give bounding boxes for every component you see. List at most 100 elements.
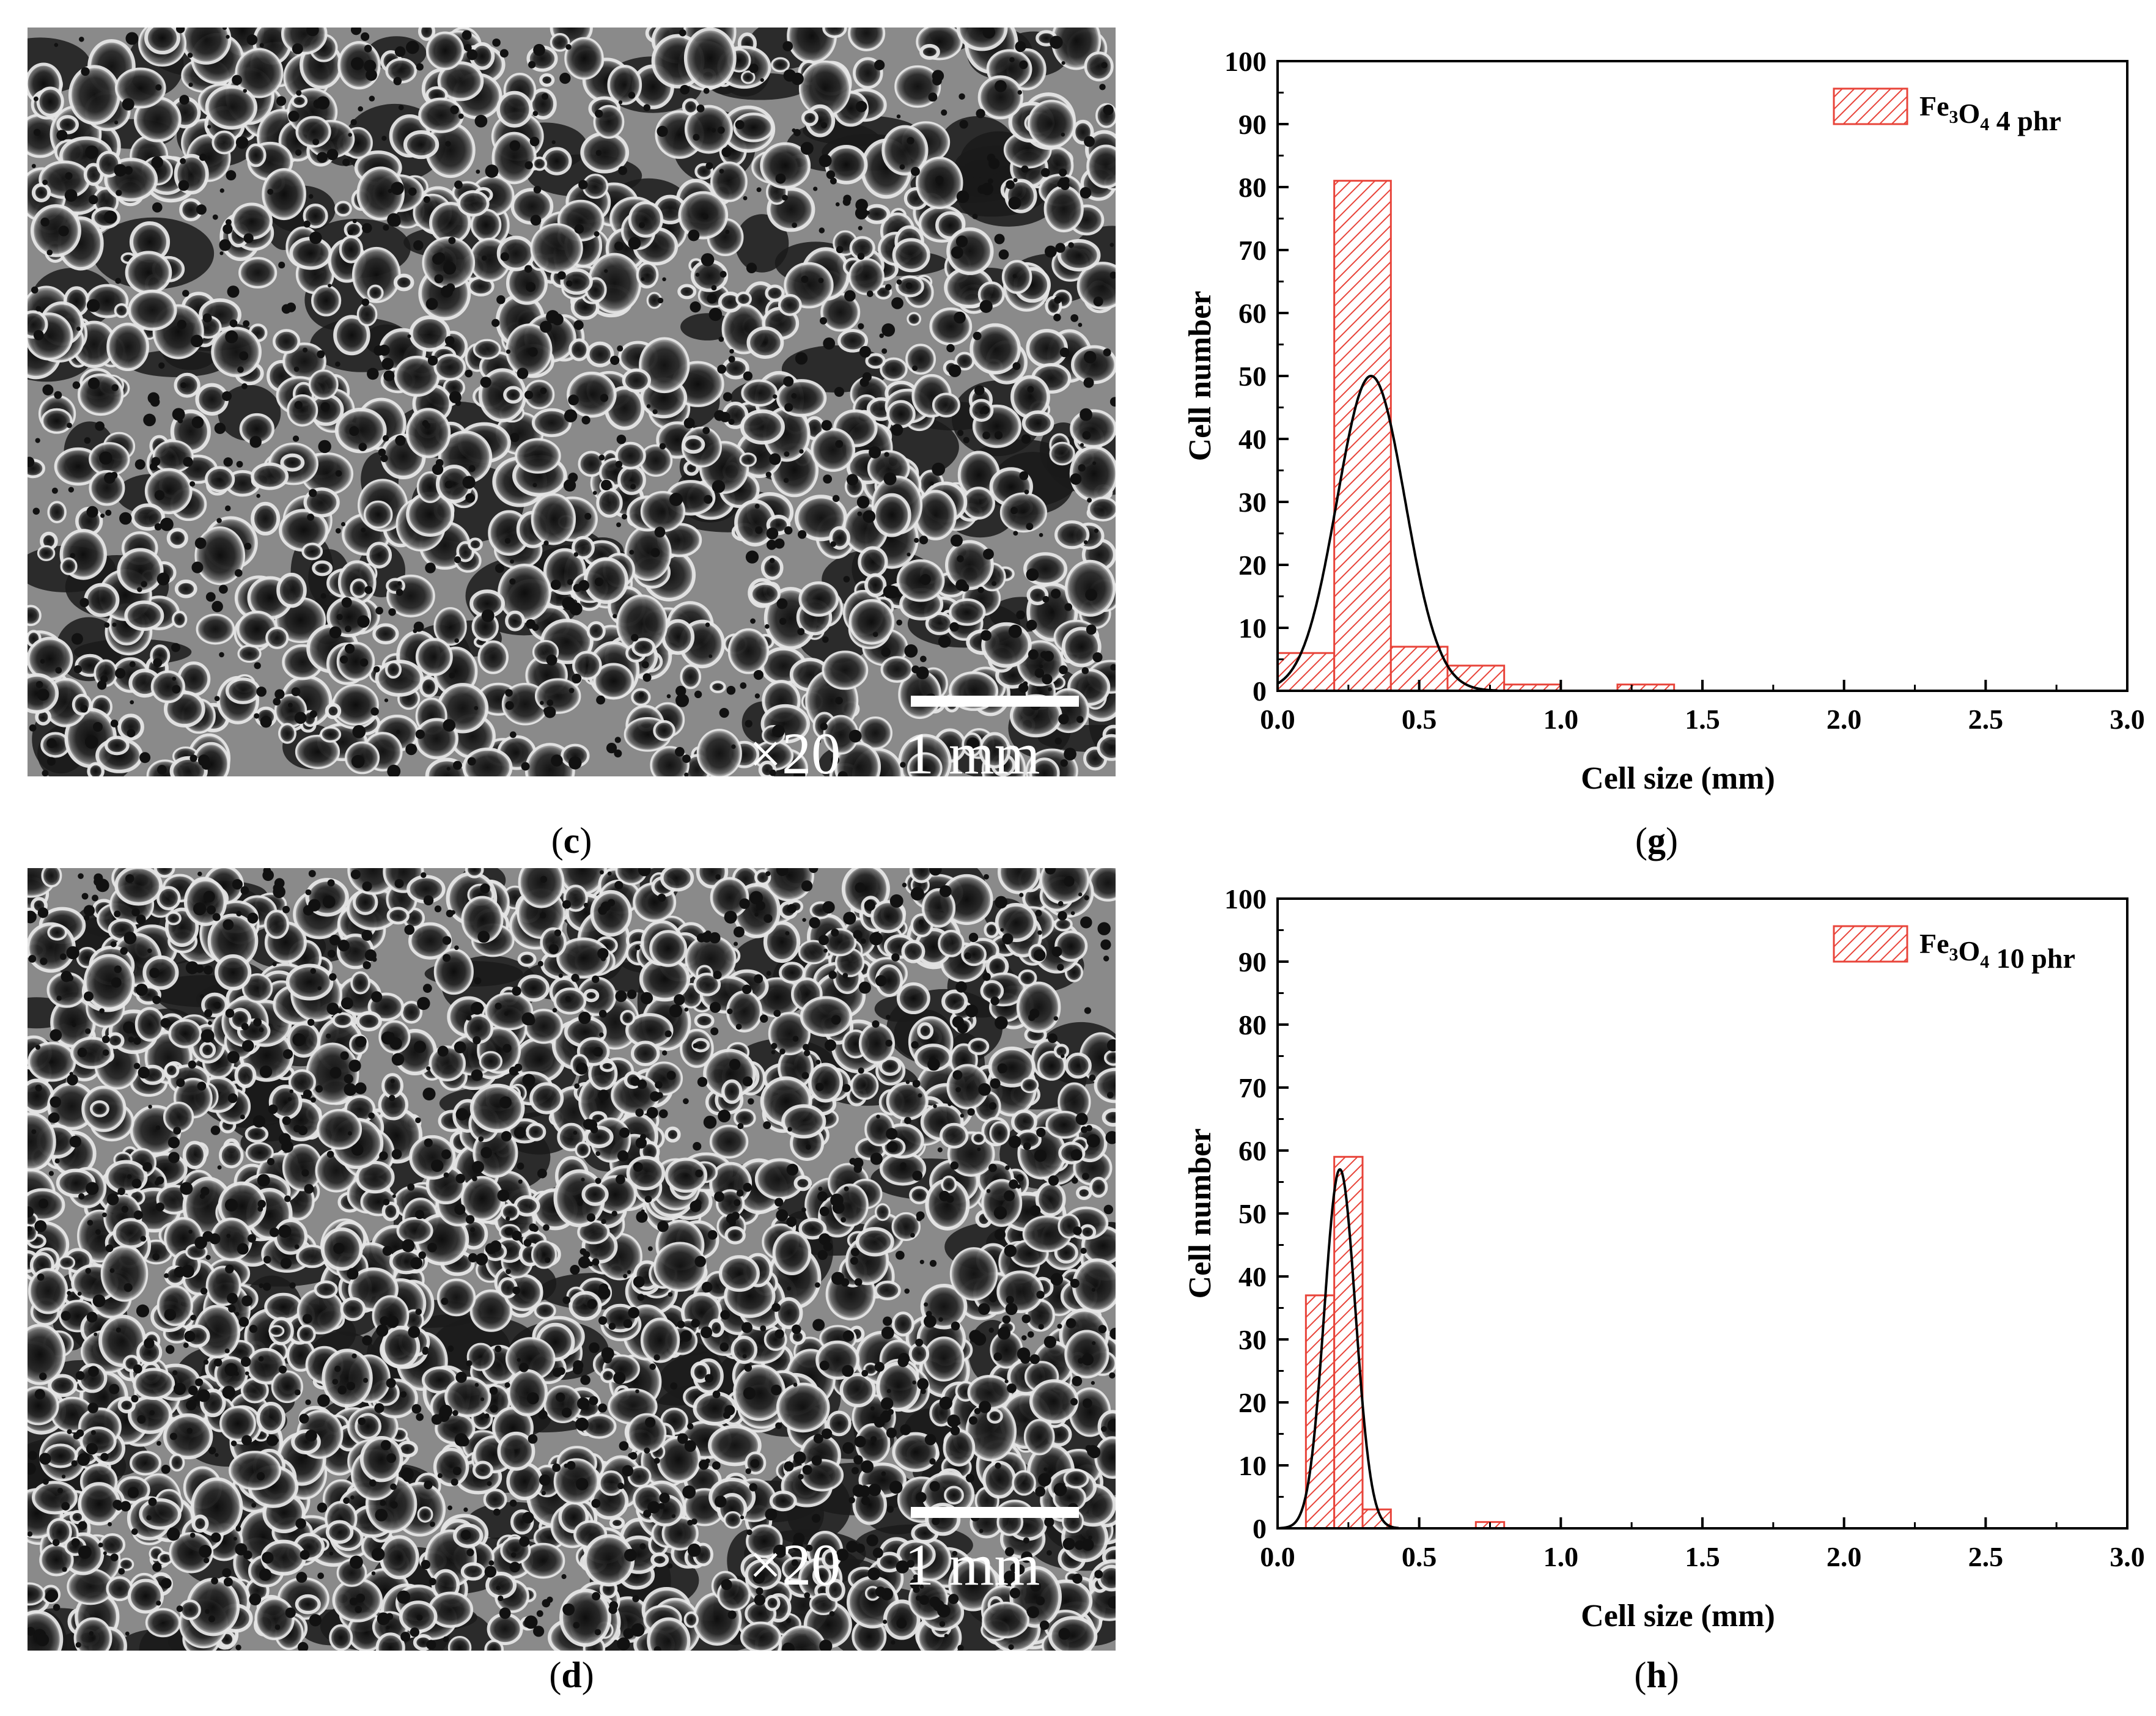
foam-hole xyxy=(737,1123,744,1130)
foam-hole xyxy=(118,1568,125,1575)
foam-hole xyxy=(359,658,369,667)
foam-cell xyxy=(79,1426,117,1456)
foam-hole xyxy=(208,1615,215,1622)
foam-hole xyxy=(86,506,98,518)
foam-hole xyxy=(230,1440,237,1446)
foam-hole xyxy=(718,336,724,342)
foam-cell xyxy=(812,1565,832,1586)
foam-hole xyxy=(754,1594,766,1606)
foam-hole xyxy=(291,687,301,696)
foam-hole xyxy=(188,1060,196,1069)
foam-hole xyxy=(950,1426,960,1435)
foam-hole xyxy=(73,665,83,674)
foam-hole xyxy=(766,527,779,540)
foam-hole xyxy=(869,932,883,946)
foam-hole xyxy=(114,120,119,125)
foam-hole xyxy=(178,180,189,191)
foam-hole xyxy=(886,1389,891,1393)
foam-hole xyxy=(1064,603,1073,611)
foam-hole xyxy=(259,1027,264,1033)
foam-hole xyxy=(857,511,863,517)
foam-hole xyxy=(59,953,67,960)
foam-cell xyxy=(1040,868,1089,904)
foam-hole xyxy=(1053,1482,1067,1497)
foam-hole xyxy=(886,1015,891,1020)
foam-cell xyxy=(28,310,48,339)
foam-hole xyxy=(725,229,730,234)
foam-hole xyxy=(443,719,456,732)
foam-hole xyxy=(974,1408,981,1415)
foam-hole xyxy=(783,376,794,387)
foam-hole xyxy=(78,873,84,879)
foam-hole xyxy=(1006,1295,1014,1304)
x-tick-label: 2.5 xyxy=(1968,1541,2004,1572)
foam-hole xyxy=(147,392,160,404)
foam-hole xyxy=(125,874,134,883)
foam-hole xyxy=(594,231,600,237)
foam-cell xyxy=(941,1175,957,1193)
foam-cell xyxy=(875,1203,891,1221)
foam-hole xyxy=(350,119,357,126)
foam-hole xyxy=(855,207,868,220)
foam-hole xyxy=(413,1040,427,1053)
foam-cell xyxy=(379,1535,419,1580)
foam-cell xyxy=(1084,51,1114,82)
foam-hole xyxy=(481,609,495,622)
foam-hole xyxy=(1036,686,1041,691)
foam-cell xyxy=(355,1413,381,1440)
foam-hole xyxy=(446,767,451,771)
foam-hole xyxy=(1097,922,1111,935)
foam-hole xyxy=(306,28,319,37)
foam-hole xyxy=(1028,1014,1036,1022)
foam-hole xyxy=(241,1295,253,1306)
foam-void xyxy=(680,313,735,341)
foam-hole xyxy=(567,1460,576,1470)
foam-hole xyxy=(510,1552,517,1558)
foam-hole xyxy=(854,1435,866,1448)
foam-hole xyxy=(1081,667,1089,674)
foam-hole xyxy=(1062,1537,1075,1550)
foam-hole xyxy=(127,1174,132,1179)
foam-cell xyxy=(28,1582,45,1606)
foam-hole xyxy=(40,957,48,965)
foam-hole xyxy=(1106,1091,1114,1099)
foam-hole xyxy=(39,1372,47,1380)
foam-hole xyxy=(791,393,797,399)
foam-hole xyxy=(439,1404,453,1418)
foam-cell xyxy=(100,1245,149,1302)
foam-hole xyxy=(763,1121,771,1130)
foam-hole xyxy=(404,924,415,935)
foam-hole xyxy=(425,298,438,311)
foam-hole xyxy=(598,1009,607,1018)
foam-hole xyxy=(432,463,444,475)
foam-hole xyxy=(309,710,317,718)
foam-cell xyxy=(553,1458,600,1505)
foam-hole xyxy=(646,404,651,408)
foam-hole xyxy=(589,1396,598,1405)
foam-hole xyxy=(910,1578,921,1589)
foam-hole xyxy=(88,1366,99,1377)
foam-hole xyxy=(149,968,160,978)
foam-hole xyxy=(106,1193,119,1206)
foam-hole xyxy=(161,1578,172,1589)
foam-cell xyxy=(363,500,393,529)
foam-hole xyxy=(968,932,979,943)
histogram-h: 0.0 0.5 1.0 1.5 2.0 2.5 3.0 0 10 20 30 40 50 60 70 80 90… xyxy=(1155,862,2146,1657)
foam-hole xyxy=(238,1317,249,1327)
foam-hole xyxy=(496,1585,501,1591)
foam-hole xyxy=(529,136,540,147)
foam-cell xyxy=(314,1280,338,1298)
foam-hole xyxy=(1076,716,1084,723)
foam-hole xyxy=(969,1330,982,1343)
foam-hole xyxy=(72,381,81,389)
foam-hole xyxy=(752,1572,765,1584)
foam-hole xyxy=(156,572,170,586)
foam-cell xyxy=(179,1599,201,1621)
foam-hole xyxy=(441,1149,452,1160)
foam-hole xyxy=(919,1259,924,1264)
foam-hole xyxy=(272,962,277,967)
foam-cell xyxy=(826,1410,852,1437)
foam-hole xyxy=(726,685,736,695)
foam-cell xyxy=(1029,1379,1079,1424)
foam-hole xyxy=(701,932,712,943)
